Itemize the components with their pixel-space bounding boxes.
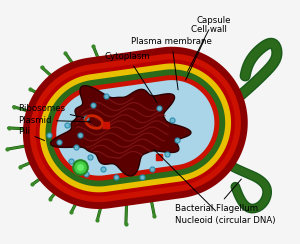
Polygon shape bbox=[51, 75, 219, 181]
Text: Pili: Pili bbox=[18, 127, 44, 141]
Text: Nucleoid (circular DNA): Nucleoid (circular DNA) bbox=[154, 150, 275, 224]
Polygon shape bbox=[46, 69, 225, 186]
Text: Cytoplasm: Cytoplasm bbox=[105, 52, 158, 103]
Polygon shape bbox=[30, 54, 241, 202]
Text: Plasmid: Plasmid bbox=[18, 116, 92, 124]
Polygon shape bbox=[23, 47, 248, 209]
Text: Cell wall: Cell wall bbox=[185, 25, 227, 80]
Text: Capsule: Capsule bbox=[188, 16, 231, 71]
Text: Bacterial Flagellum: Bacterial Flagellum bbox=[175, 179, 258, 213]
Polygon shape bbox=[56, 80, 214, 176]
Text: Ribosomes: Ribosomes bbox=[18, 104, 84, 118]
Text: Plasma membrane: Plasma membrane bbox=[131, 37, 212, 90]
Polygon shape bbox=[50, 86, 191, 176]
Polygon shape bbox=[36, 60, 235, 196]
Polygon shape bbox=[40, 63, 231, 192]
